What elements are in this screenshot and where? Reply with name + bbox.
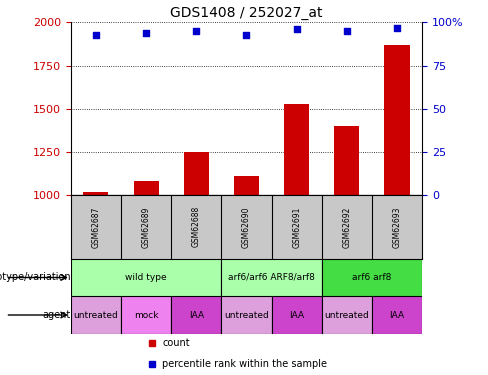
Point [142,30,150,36]
Bar [234,176,259,195]
Text: GSM62690: GSM62690 [242,206,251,248]
Text: percentile rank within the sample: percentile rank within the sample [162,359,327,369]
Bar [271,296,322,334]
Text: genotype/variation: genotype/variation [0,273,71,282]
Bar [183,152,209,195]
Text: GSM62689: GSM62689 [142,206,151,248]
Bar [334,126,359,195]
Bar [222,259,322,296]
Text: GSM62688: GSM62688 [192,206,201,248]
Title: GDS1408 / 252027_at: GDS1408 / 252027_at [170,6,323,20]
Text: IAA: IAA [389,310,405,320]
Bar [284,104,309,195]
Bar [171,296,222,334]
Bar [134,181,159,195]
Text: untreated: untreated [74,310,118,320]
Text: agent: agent [42,310,71,320]
Bar [121,296,171,334]
Point [192,28,200,34]
Bar [322,296,372,334]
Text: IAA: IAA [289,310,304,320]
Text: GSM62691: GSM62691 [292,206,301,248]
Text: arf6/arf6 ARF8/arf8: arf6/arf6 ARF8/arf8 [228,273,315,282]
Bar [322,259,422,296]
Point [343,28,351,34]
Point [393,25,401,31]
Text: untreated: untreated [325,310,369,320]
Text: mock: mock [134,310,158,320]
Bar [83,192,108,195]
Bar [372,296,422,334]
Text: untreated: untreated [224,310,269,320]
Bar [71,296,121,334]
Bar [222,296,271,334]
Text: wild type: wild type [125,273,167,282]
Text: arf6 arf8: arf6 arf8 [352,273,391,282]
Bar [385,45,409,195]
Text: GSM62692: GSM62692 [342,206,351,248]
Text: IAA: IAA [189,310,204,320]
Point [293,26,301,32]
Text: GSM62687: GSM62687 [91,206,101,248]
Point [243,32,250,38]
Point [92,32,100,38]
Bar [71,259,222,296]
Text: count: count [162,338,190,348]
Text: GSM62693: GSM62693 [392,206,402,248]
